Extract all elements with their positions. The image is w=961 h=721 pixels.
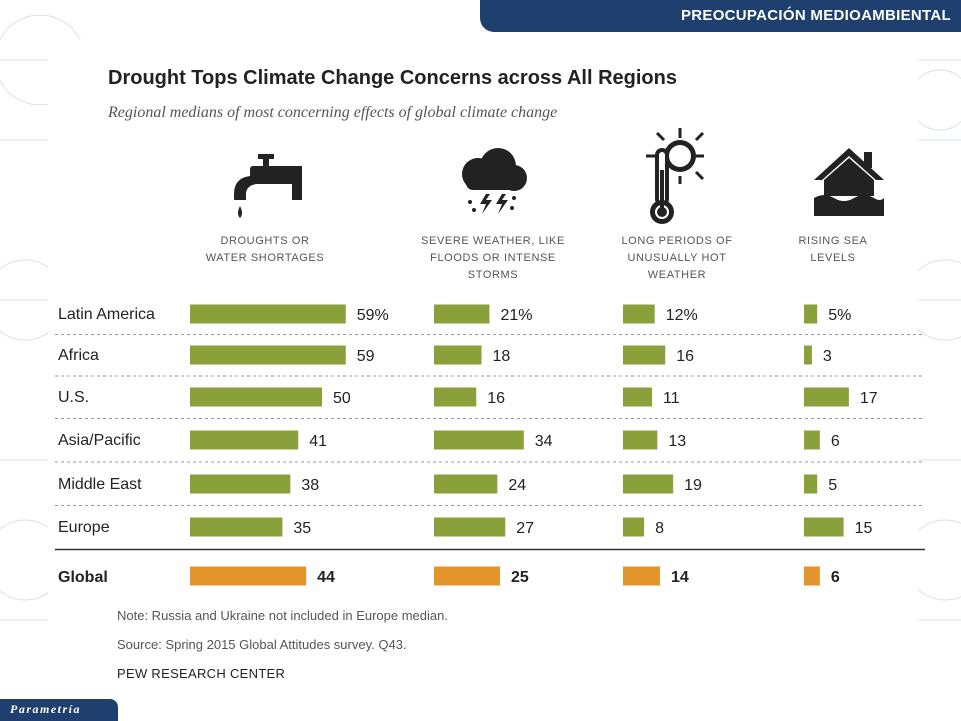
bar-value-label: 41 — [309, 433, 327, 450]
global-label: Global — [58, 569, 108, 586]
bar — [623, 304, 655, 324]
bar — [190, 387, 322, 407]
bar-value-label: 35 — [293, 520, 311, 537]
bar — [434, 387, 477, 407]
bar — [623, 474, 674, 494]
bar-value-label: 59 — [357, 348, 375, 365]
global-bar — [804, 566, 820, 586]
bar — [804, 345, 812, 365]
parametria-logo: Parametría — [0, 699, 118, 721]
region-label: Middle East — [58, 476, 142, 493]
bar — [190, 345, 346, 365]
bar-value-label: 13 — [668, 433, 686, 450]
category-label-droughts: DROUGHTS OR WATER SHORTAGES — [205, 235, 325, 264]
bar-value-label: 27 — [516, 520, 534, 537]
logo-text: Parametría — [10, 702, 81, 716]
bar — [623, 517, 645, 537]
bar-value-label: 11 — [663, 390, 680, 407]
bar — [190, 474, 291, 494]
bar — [434, 517, 506, 537]
global-value-label: 14 — [671, 569, 689, 586]
bar-value-label: 38 — [301, 477, 319, 494]
bar-value-label: 34 — [535, 433, 553, 450]
bar-value-label: 8 — [655, 520, 664, 537]
global-bar — [434, 566, 500, 586]
brand-label: PEW RESEARCH CENTER — [117, 666, 286, 681]
bar-value-label: 6 — [831, 433, 840, 450]
bar — [434, 304, 490, 324]
category-label-severe-weather: SEVERE WEATHER, LIKE FLOODS OR INTENSE S… — [421, 235, 565, 281]
bar-value-label: 59% — [357, 307, 389, 324]
bar — [434, 345, 482, 365]
bar-value-label: 15 — [855, 520, 873, 537]
header-bar: PREOCUPACIÓN MEDIOAMBIENTAL — [480, 0, 961, 32]
chart-subtitle: Regional medians of most concerning effe… — [108, 104, 558, 121]
bar — [190, 517, 283, 537]
region-label: U.S. — [58, 389, 89, 406]
storm-cloud-icon — [462, 148, 527, 214]
region-label: Asia/Pacific — [58, 432, 141, 449]
bar — [190, 304, 346, 324]
flooded-house-icon — [814, 148, 884, 216]
bar — [804, 430, 820, 450]
bar-value-label: 24 — [508, 477, 526, 494]
bar-value-label: 5% — [828, 307, 851, 324]
category-label-hot-weather: LONG PERIODS OF UNUSUALLY HOT WEATHER — [621, 235, 733, 281]
bar — [623, 430, 658, 450]
bar — [434, 430, 524, 450]
bar-value-label: 21% — [500, 307, 532, 324]
bar-value-label: 50 — [333, 390, 351, 407]
faucet-icon — [234, 154, 302, 218]
bar — [804, 304, 818, 324]
bar — [804, 517, 844, 537]
bar-value-label: 12% — [666, 307, 698, 324]
global-bar — [190, 566, 307, 586]
bar — [190, 430, 299, 450]
bar — [434, 474, 498, 494]
bar-value-label: 16 — [487, 390, 505, 407]
global-bar — [623, 566, 660, 586]
bar — [804, 387, 849, 407]
global-value-label: 44 — [317, 569, 335, 586]
bar-value-label: 17 — [860, 390, 878, 407]
region-label: Latin America — [58, 306, 155, 323]
bar-value-label: 18 — [493, 348, 511, 365]
bar — [623, 345, 666, 365]
thermometer-sun-icon — [646, 128, 705, 224]
chart-source: Source: Spring 2015 Global Attitudes sur… — [117, 637, 407, 652]
global-value-label: 6 — [831, 569, 840, 586]
bar-value-label: 3 — [823, 348, 832, 365]
region-label: Africa — [58, 347, 99, 364]
global-value-label: 25 — [511, 569, 529, 586]
category-label-sea-levels: RISING SEA LEVELS — [798, 235, 868, 264]
chart-note: Note: Russia and Ukraine not included in… — [117, 608, 448, 623]
bar-value-label: 19 — [684, 477, 702, 494]
region-label: Europe — [58, 519, 110, 536]
bar — [623, 387, 653, 407]
bar-value-label: 16 — [676, 348, 694, 365]
section-title: PREOCUPACIÓN MEDIOAMBIENTAL — [680, 7, 951, 24]
bar — [804, 474, 818, 494]
bar-value-label: 5 — [828, 477, 837, 494]
chart-title: Drought Tops Climate Change Concerns acr… — [108, 67, 677, 89]
